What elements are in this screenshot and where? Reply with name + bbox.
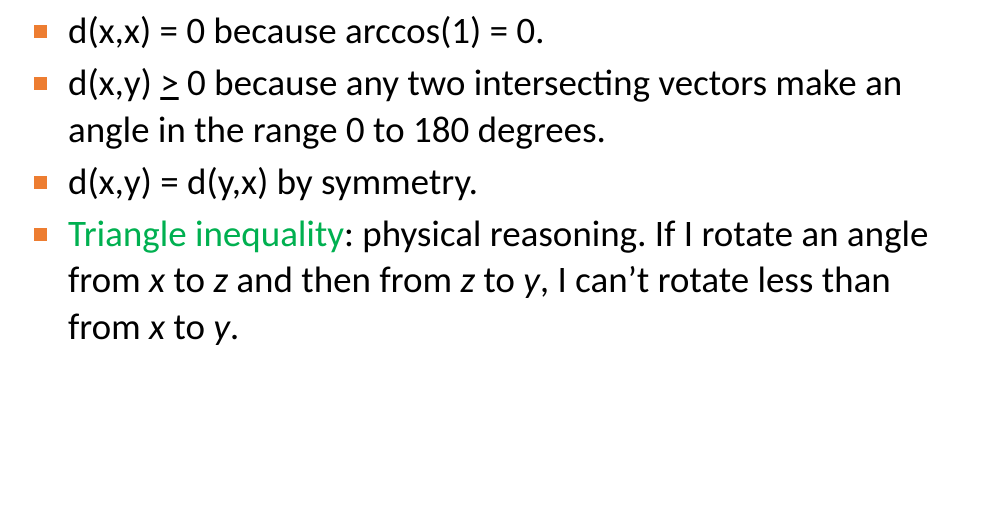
text-segment: d(x,x) = 0 because arccos(1) = 0. — [68, 8, 545, 53]
text-segment: z — [460, 257, 475, 302]
text-segment: to — [165, 304, 213, 349]
text-segment: x — [149, 304, 165, 349]
text-segment: . — [230, 304, 239, 349]
text-segment: d(x,y) = d(y,x) by symmetry. — [68, 159, 478, 204]
text-segment: Triangle inequality — [68, 211, 344, 256]
text-segment: y — [213, 304, 230, 349]
slide-body: d(x,x) = 0 because arccos(1) = 0. d(x,y) … — [0, 0, 989, 526]
text-segment: to — [165, 257, 213, 302]
bullet-list: d(x,x) = 0 because arccos(1) = 0. d(x,y) … — [24, 8, 965, 350]
text-segment: and then from — [228, 257, 460, 302]
text-segment: 0 because any two intersecting vectors m… — [68, 60, 902, 151]
text-segment: z — [213, 257, 228, 302]
text-segment: > — [160, 60, 178, 105]
list-item: Triangle inequality: physical reasoning.… — [24, 211, 965, 350]
text-segment: d(x,y) — [68, 60, 160, 105]
list-item: d(x,y) = d(y,x) by symmetry. — [24, 159, 965, 205]
list-item: d(x,x) = 0 because arccos(1) = 0. — [24, 8, 965, 54]
text-segment: to — [475, 257, 523, 302]
text-segment: y — [523, 257, 540, 302]
text-segment: x — [149, 257, 165, 302]
list-item: d(x,y) > 0 because any two intersecting … — [24, 60, 965, 153]
